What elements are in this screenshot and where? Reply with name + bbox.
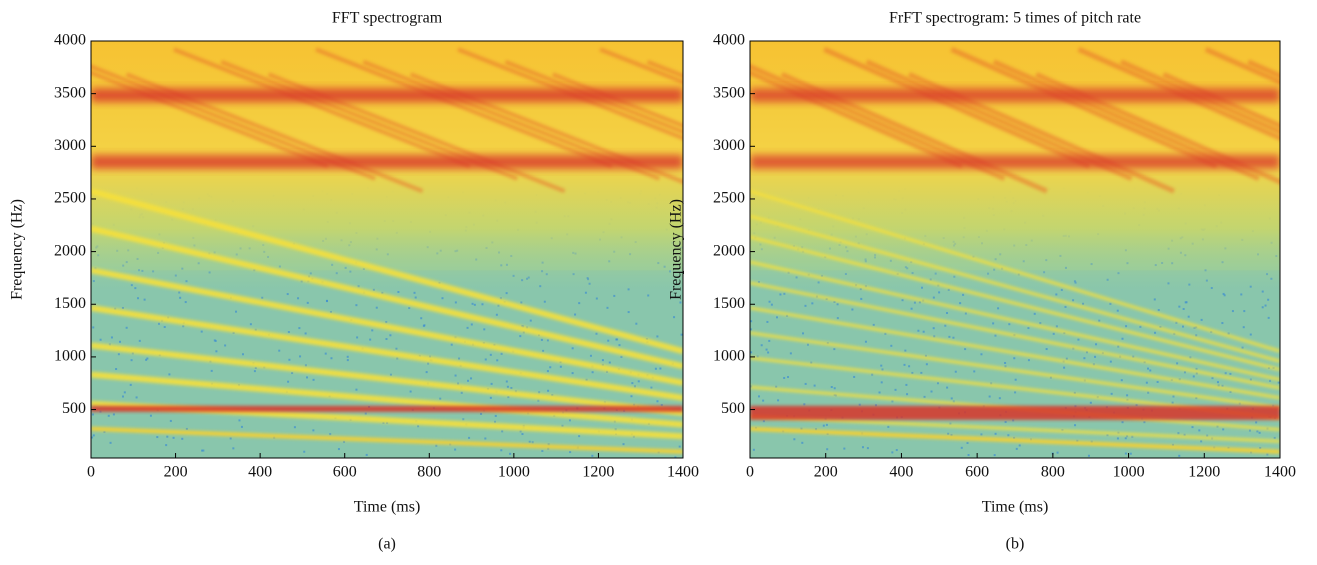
x-tick-label: 200 — [814, 464, 838, 481]
pitch-band — [750, 405, 1280, 420]
x-tick-label: 800 — [417, 464, 441, 481]
harmonic-track — [91, 188, 683, 355]
harmonic-track — [457, 47, 683, 141]
spectrogram-panel: 0 200 400 600 800 1000 1200 1400 500 1000 1500 2000… — [668, 10, 1296, 553]
x-tick-label: 1200 — [1188, 464, 1220, 481]
x-tick-label: 400 — [248, 464, 272, 481]
x-tick-label: 600 — [333, 464, 357, 481]
y-tick-label: 2000 — [54, 242, 86, 259]
formant-band — [91, 154, 683, 169]
caption: (a) — [378, 536, 396, 553]
plot-frame — [90, 40, 684, 459]
y-tick-label: 4000 — [713, 32, 745, 49]
y-tick-label: 2500 — [713, 190, 745, 207]
harmonic-track — [504, 59, 683, 135]
y-tick-label: 1500 — [54, 295, 86, 312]
harmonic-track — [750, 235, 1280, 372]
formant-band — [91, 88, 683, 103]
harmonic-track — [750, 414, 1280, 443]
x-tick-label: 1400 — [1264, 464, 1296, 481]
x-tick-label: 800 — [1041, 464, 1065, 481]
harmonic-track — [173, 47, 471, 168]
y-tick-label: 1000 — [713, 348, 745, 365]
pitch-track — [750, 426, 1280, 454]
harmonic-track — [823, 47, 1091, 169]
harmonic-track — [1204, 47, 1280, 85]
y-tick-label: 3500 — [713, 84, 745, 101]
harmonic-track — [91, 371, 683, 428]
harmonic-track — [950, 47, 1218, 169]
y-tick-label: 2000 — [713, 242, 745, 259]
harmonic-track — [750, 281, 1280, 390]
harmonic-track — [91, 304, 683, 401]
x-tick-label: 600 — [965, 464, 989, 481]
plot-frame — [749, 40, 1281, 459]
harmonic-track — [750, 189, 1280, 353]
y-tick-label: 3500 — [54, 84, 86, 101]
y-tick-label: 500 — [721, 400, 745, 417]
x-tick-label: 0 — [87, 464, 95, 481]
harmonic-track — [91, 342, 683, 416]
harmonic-track — [750, 214, 1280, 363]
y-tick-label: 3000 — [54, 137, 86, 154]
y-tick-label: 2500 — [54, 190, 86, 207]
harmonic-track — [599, 47, 683, 85]
y-tick-label: 1000 — [54, 348, 86, 365]
harmonic-track — [315, 47, 613, 168]
harmonic-track — [91, 70, 329, 168]
pitch-band — [91, 405, 683, 412]
pitch-track — [91, 426, 683, 454]
y-tick-label: 3000 — [713, 137, 745, 154]
chart-title: FrFT spectrogram: 5 times of pitch rate — [889, 10, 1141, 27]
x-axis-label: Time (ms) — [354, 499, 421, 516]
y-tick-label: 4000 — [54, 32, 86, 49]
harmonic-track — [750, 331, 1280, 410]
x-tick-label: 1000 — [1113, 464, 1145, 481]
harmonic-track — [1119, 59, 1280, 135]
x-tick-label: 1200 — [582, 464, 614, 481]
harmonic-track — [91, 225, 683, 370]
formant-band — [750, 88, 1280, 103]
y-tick-label: 500 — [62, 400, 86, 417]
harmonic-track — [750, 69, 964, 169]
x-tick-label: 200 — [164, 464, 188, 481]
y-axis-label: Frequency (Hz) — [668, 199, 685, 300]
x-tick-label: 1400 — [667, 464, 699, 481]
x-axis-label: Time (ms) — [982, 499, 1049, 516]
y-axis-label: Frequency (Hz) — [9, 199, 26, 300]
harmonic-track — [750, 260, 1280, 382]
x-tick-label: 1000 — [498, 464, 530, 481]
x-tick-label: 400 — [889, 464, 913, 481]
spectrogram-image — [91, 41, 683, 458]
formant-band — [750, 154, 1280, 169]
x-tick-label: 0 — [746, 464, 754, 481]
chart-title: FFT spectrogram — [332, 10, 443, 27]
harmonic-track — [91, 267, 683, 386]
harmonic-track — [1077, 47, 1280, 141]
spectrogram-image — [750, 41, 1280, 458]
harmonic-track — [750, 306, 1280, 400]
spectrogram-panel: 0 200 400 600 800 1000 1200 1400 500 1000 1500 2000… — [9, 10, 699, 553]
y-tick-label: 1500 — [713, 295, 745, 312]
caption: (b) — [1006, 536, 1025, 553]
